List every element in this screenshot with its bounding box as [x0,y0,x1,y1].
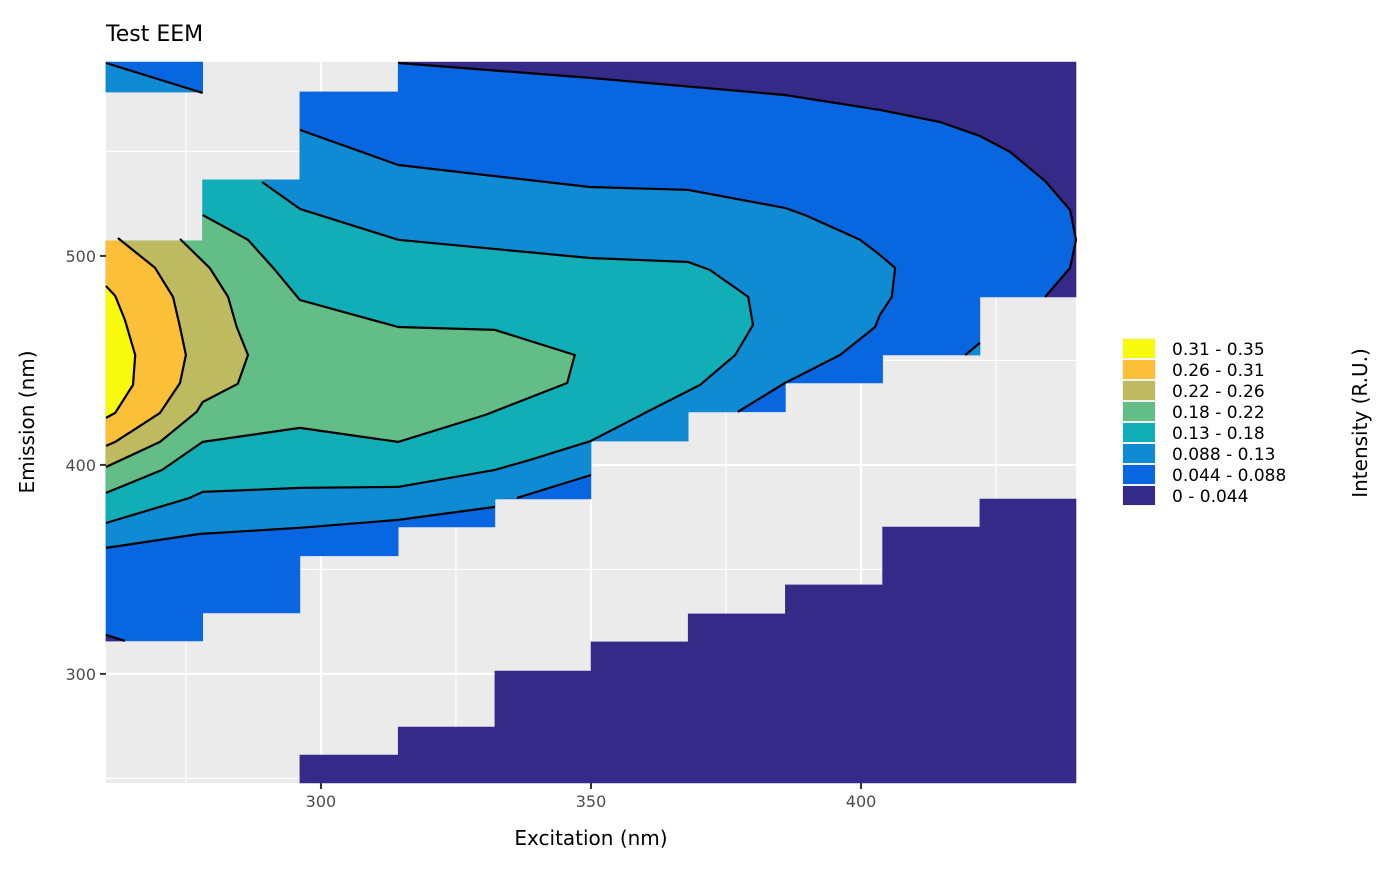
contour-line [105,238,250,468]
legend-swatch [1123,423,1155,442]
contour-line [299,128,897,413]
axes: 300 350 400 300 400 500 [65,247,876,811]
y-tick-label: 300 [65,665,96,684]
legend-swatch [1123,360,1155,379]
contour-line [398,61,1078,298]
y-axis-label: Emission (nm) [15,350,39,493]
contour-region [299,498,1077,784]
contour-line [516,473,592,499]
legend-label: 0.18 - 0.22 [1172,403,1265,423]
legend-swatch [1123,402,1155,421]
x-tick-label: 300 [306,792,337,811]
legend-swatch [1123,381,1155,400]
legend-label: 0.044 - 0.088 [1172,466,1286,486]
contour-line [105,505,496,549]
legend-label: 0.26 - 0.31 [1172,361,1265,381]
x-tick-label: 400 [846,792,877,811]
legend-swatch [1123,339,1155,358]
y-tick-label: 500 [65,247,96,266]
contour-line [964,342,981,356]
x-axis-label: Excitation (nm) [514,826,667,850]
chart-title: Test EEM [105,22,203,47]
contour-line [105,214,576,494]
legend-label: 0.13 - 0.18 [1172,424,1265,444]
legend-label: 0 - 0.044 [1172,487,1248,507]
legend-label: 0.088 - 0.13 [1172,445,1275,465]
y-tick-label: 400 [65,456,96,475]
contour-line [105,633,126,642]
contour-line [105,61,204,94]
legend-swatch [1123,486,1155,505]
contour-line [105,181,755,525]
contour-line [105,285,137,419]
legend-swatch [1123,444,1155,463]
legend-swatch [1123,465,1155,484]
legend-label: 0.22 - 0.26 [1172,382,1265,402]
legend: 0.31 - 0.350.26 - 0.310.22 - 0.260.18 - … [1122,338,1286,507]
contour-lines [105,61,1078,642]
legend-label: 0.31 - 0.35 [1172,340,1265,360]
contour-line [105,237,187,447]
legend-title: Intensity (R.U.) [1348,348,1372,498]
x-tick-label: 350 [576,792,607,811]
